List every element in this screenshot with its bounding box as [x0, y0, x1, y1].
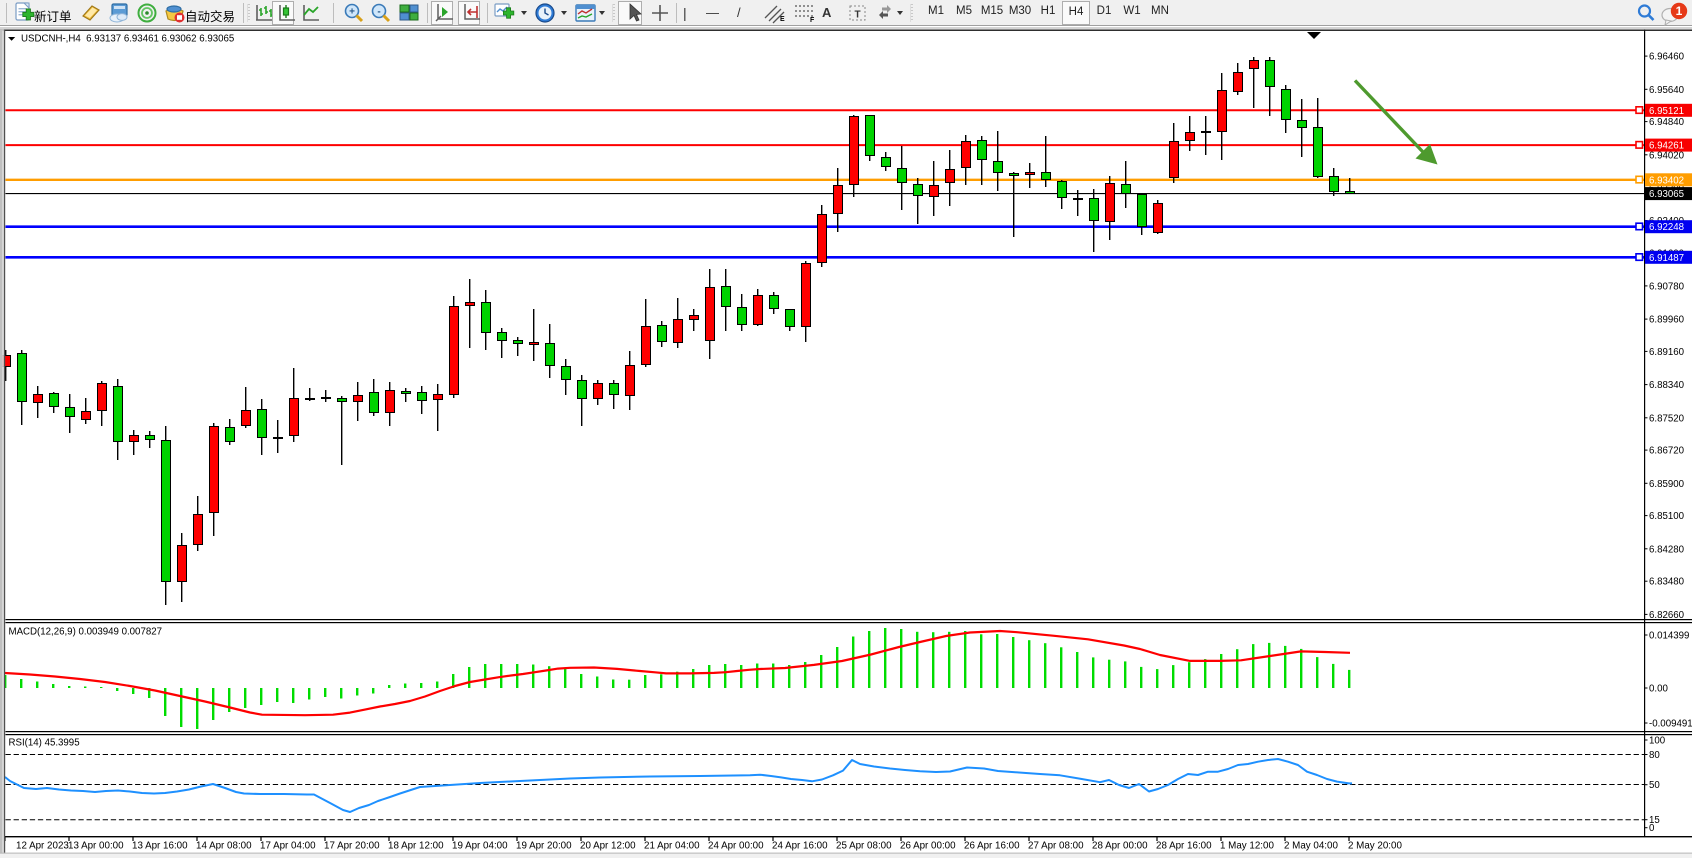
svg-text:6.85900: 6.85900: [1649, 479, 1685, 490]
svg-text:6.88340: 6.88340: [1649, 380, 1685, 391]
svg-text:26 Apr 16:00: 26 Apr 16:00: [964, 841, 1020, 852]
svg-text:2 May 04:00: 2 May 04:00: [1284, 841, 1338, 852]
svg-text:27 Apr 08:00: 27 Apr 08:00: [1028, 841, 1084, 852]
svg-text:6.89160: 6.89160: [1649, 347, 1685, 358]
svg-text:1: 1: [1676, 4, 1683, 18]
svg-text:6.92248: 6.92248: [1649, 222, 1684, 233]
svg-text:T: T: [854, 10, 860, 21]
svg-text:6.91487: 6.91487: [1649, 253, 1684, 264]
svg-text:19 Apr 04:00: 19 Apr 04:00: [452, 841, 508, 852]
svg-text:24 Apr 00:00: 24 Apr 00:00: [708, 841, 764, 852]
svg-text:0.00: 0.00: [1649, 684, 1668, 695]
svg-text:6.85100: 6.85100: [1649, 511, 1685, 522]
svg-text:28 Apr 16:00: 28 Apr 16:00: [1156, 841, 1212, 852]
svg-text:100: 100: [1649, 736, 1666, 747]
svg-text:6.94020: 6.94020: [1649, 150, 1685, 161]
svg-text:6.94840: 6.94840: [1649, 117, 1685, 128]
svg-text:12 Apr 2023: 12 Apr 2023: [16, 841, 69, 852]
svg-text:28 Apr 00:00: 28 Apr 00:00: [1092, 841, 1148, 852]
svg-text:2 May 20:00: 2 May 20:00: [1348, 841, 1402, 852]
svg-text:25 Apr 08:00: 25 Apr 08:00: [836, 841, 892, 852]
svg-text:18 Apr 12:00: 18 Apr 12:00: [388, 841, 444, 852]
svg-text:6.90780: 6.90780: [1649, 281, 1685, 292]
svg-text:6.93065: 6.93065: [1649, 189, 1684, 200]
svg-text:0: 0: [1649, 823, 1655, 834]
svg-text:USDCNH-,H4 6.93137 6.93461 6.: USDCNH-,H4 6.93137 6.93461 6.93062 6.930…: [21, 33, 234, 44]
svg-text:17 Apr 20:00: 17 Apr 20:00: [324, 841, 380, 852]
svg-text:21 Apr 04:00: 21 Apr 04:00: [644, 841, 700, 852]
svg-text:17 Apr 04:00: 17 Apr 04:00: [260, 841, 316, 852]
svg-text:6.86720: 6.86720: [1649, 446, 1685, 457]
svg-text:6.95640: 6.95640: [1649, 85, 1685, 96]
svg-text:6.95121: 6.95121: [1649, 106, 1684, 117]
svg-text:-0.009491: -0.009491: [1649, 719, 1692, 730]
svg-text:F: F: [810, 17, 815, 24]
svg-text:0.014399: 0.014399: [1649, 631, 1689, 642]
svg-text:50: 50: [1649, 780, 1660, 791]
svg-text:6.93402: 6.93402: [1649, 175, 1684, 186]
svg-text:MACD(12,26,9) 0.003949 0.00782: MACD(12,26,9) 0.003949 0.007827: [9, 627, 163, 638]
svg-text:14 Apr 08:00: 14 Apr 08:00: [196, 841, 252, 852]
svg-text:+: +: [349, 7, 355, 18]
svg-text:6.87520: 6.87520: [1649, 413, 1685, 424]
svg-text:-: -: [377, 7, 380, 18]
svg-text:1 May 12:00: 1 May 12:00: [1220, 841, 1274, 852]
svg-text:15: 15: [1649, 815, 1660, 826]
svg-text:19 Apr 20:00: 19 Apr 20:00: [516, 841, 572, 852]
svg-text:6.84280: 6.84280: [1649, 544, 1685, 555]
svg-text:24 Apr 16:00: 24 Apr 16:00: [772, 841, 828, 852]
svg-text:6.83480: 6.83480: [1649, 577, 1685, 588]
svg-text:6.82660: 6.82660: [1649, 610, 1685, 621]
svg-text:13 Apr 16:00: 13 Apr 16:00: [132, 841, 188, 852]
svg-text:6.94261: 6.94261: [1649, 141, 1684, 152]
svg-text:13 Apr 00:00: 13 Apr 00:00: [68, 841, 124, 852]
svg-text:6.96460: 6.96460: [1649, 52, 1685, 63]
svg-text:80: 80: [1649, 750, 1660, 761]
svg-text:RSI(14) 45.3995: RSI(14) 45.3995: [9, 738, 80, 749]
svg-text:E: E: [780, 16, 785, 23]
svg-text:26 Apr 00:00: 26 Apr 00:00: [900, 841, 956, 852]
svg-text:20 Apr 12:00: 20 Apr 12:00: [580, 841, 636, 852]
svg-text:6.89960: 6.89960: [1649, 315, 1685, 326]
